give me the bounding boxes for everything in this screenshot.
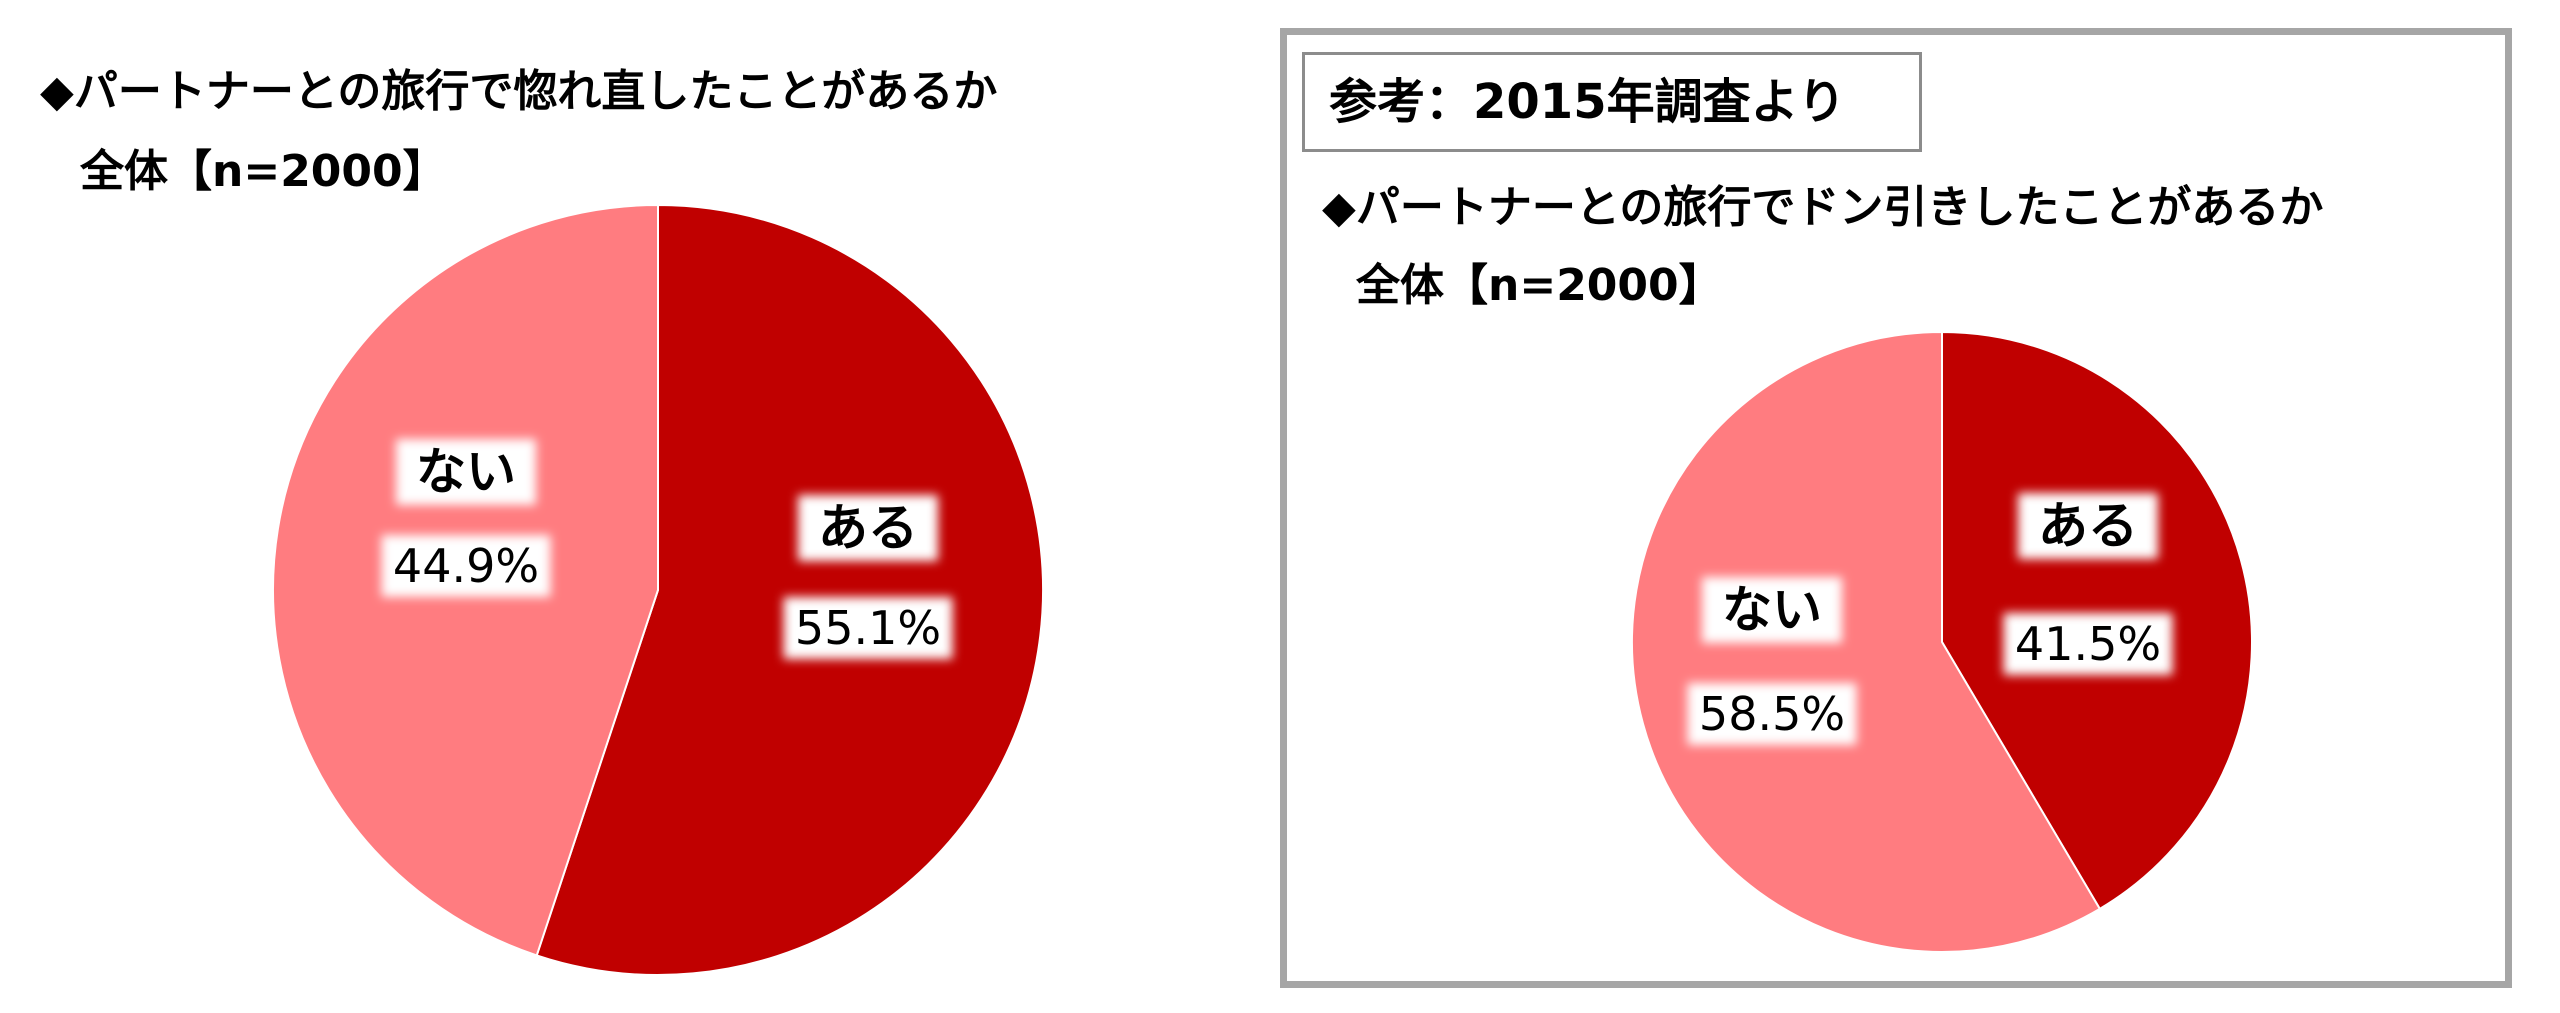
left-pie-chart: ある 55.1% ない 44.9%: [272, 203, 1044, 976]
left-pie-category-label-aru: ある: [818, 499, 918, 557]
right-pie-category-label-nai: ない: [1722, 581, 1822, 639]
left-pie-value-label-aru: 55.1%: [795, 601, 941, 655]
right-pie-chart: ある 41.5% ない 58.5%: [1631, 330, 2253, 953]
reference-label: 参考：2015年調査より: [1302, 52, 1922, 152]
left-chart-subtitle: 全体【n=2000】: [80, 146, 447, 197]
right-pie-category-label-nai-background: [1702, 577, 1842, 643]
reference-panel-frame: [1280, 28, 2512, 988]
left-pie-slice-aru: [535, 203, 1044, 976]
right-pie-value-label-aru-background: [2003, 613, 2173, 675]
left-pie-value-label-aru-background: [783, 597, 953, 659]
left-pie-value-label-nai-background: [381, 535, 551, 597]
right-pie-slice-nai: [1631, 330, 2102, 953]
right-pie-category-label-aru-background: [2018, 493, 2158, 559]
right-chart-title: ◆パートナーとの旅行でドン引きしたことがあるか: [1322, 182, 2324, 233]
left-pie-category-label-nai: ない: [416, 443, 516, 501]
left-pie-value-label-nai: 44.9%: [393, 539, 539, 593]
left-pie-category-label-aru-background: [798, 495, 938, 561]
right-pie-value-label-aru: 41.5%: [2015, 617, 2161, 671]
right-pie-value-label-nai: 58.5%: [1699, 687, 1845, 741]
left-pie-category-label-nai-background: [396, 439, 536, 505]
right-pie-category-label-aru: ある: [2038, 497, 2138, 555]
left-chart-title: ◆パートナーとの旅行で惚れ直したことがあるか: [40, 66, 998, 117]
right-pie-value-label-nai-background: [1687, 683, 1857, 745]
right-chart-subtitle: 全体【n=2000】: [1356, 260, 1723, 311]
